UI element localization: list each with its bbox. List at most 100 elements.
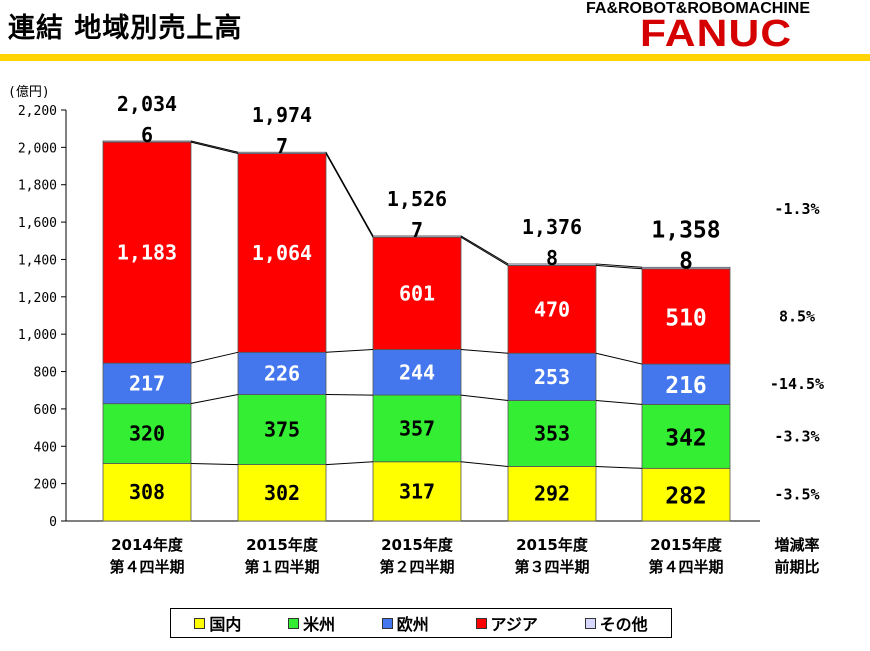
category-label: 第３四半期 [514,558,589,576]
bar-segment [102,362,192,405]
page-title: 連結 地域別売上高 [8,13,243,44]
category-label: 第１四半期 [244,558,319,576]
connector-line [325,349,374,353]
change-rate-label: -14.5% [770,375,824,393]
y-tick-label: 1,400 [18,253,57,268]
connector-line [325,394,374,396]
bar-segment [507,352,597,401]
fanuc-logo: FANUC [640,13,793,55]
bar-segment [641,467,731,522]
segment-value-label: 217 [129,371,165,395]
connector-line [325,151,374,237]
segment-value-label: 601 [399,281,435,305]
connector-line [460,349,509,354]
y-tick-label: 200 [34,478,57,493]
bar-segment [237,394,327,465]
bar-segment [507,400,597,467]
segment-value-label: 226 [264,361,300,385]
bar-segment [102,403,192,464]
y-tick-label: 1,000 [18,328,57,343]
legend-label: アジア [490,615,538,634]
category-label: 2014年度 [111,536,184,554]
segment-value-label: 216 [665,373,707,399]
segment-value-label: 282 [665,484,707,510]
connector-line [595,264,643,270]
y-tick-label: 2,200 [18,104,57,119]
change-rate-header: 増減率 [774,536,819,554]
legend-item: 米州 [288,611,335,635]
connector-line [190,141,239,155]
y-tick-label: 400 [34,440,57,455]
change-rate-label: 8.5% [779,307,815,325]
segment-value-label: 317 [399,479,435,503]
legend-label: その他 [599,615,648,634]
bar-segment [507,466,597,522]
category-label: 2015年度 [516,536,589,554]
bar-segment [372,461,462,522]
other-value-label: 8 [679,248,693,274]
legend-label: 米州 [303,615,336,634]
y-tick-label: 2,000 [18,141,57,156]
bar-segment [641,266,731,270]
total-value-label: 2,034 [117,92,177,116]
change-rate-header: 前期比 [774,558,819,576]
connector-line [460,394,509,401]
y-tick-label: 1,800 [18,179,57,194]
connector-line [190,462,239,466]
bar-segment [641,404,731,469]
bar-segment [237,153,327,353]
legend-swatch [475,617,487,629]
brand-tagline: FA&ROBOT&ROBOMACHINE [586,0,810,17]
category-label: 2015年度 [650,536,723,554]
legend-item: アジア [475,611,538,635]
connector-line [325,461,374,466]
segment-value-label: 357 [399,416,435,440]
legend-label: 国内 [209,615,242,634]
segment-value-label: 1,183 [117,241,177,265]
category-label: 2015年度 [246,536,319,554]
segment-value-label: 510 [665,305,707,331]
segment-value-label: 353 [534,421,570,445]
category-label: 第２四半期 [379,558,454,576]
bar-segment [507,263,597,266]
segment-value-label: 302 [264,481,300,505]
total-value-label: 1,376 [522,215,582,239]
connector-line [190,394,239,405]
connector-line [460,236,509,266]
connector-line [460,461,509,467]
connector-line [595,465,643,469]
other-value-label: 8 [546,246,558,270]
y-tick-label: 1,200 [18,291,57,306]
legend-item: 国内 [194,611,241,635]
connector-line [595,352,643,365]
connector-line [595,400,643,405]
segment-value-label: 1,064 [252,241,312,265]
legend-swatch [194,617,206,629]
change-rate-total: -1.3% [774,200,819,218]
bar-segment [641,268,731,365]
category-label: 第４四半期 [109,558,184,576]
total-value-label: 1,358 [651,217,720,243]
segment-value-label: 253 [534,365,570,389]
chart-legend: 国内 米州 欧州 アジア その他 [170,608,672,638]
legend-item: 欧州 [381,611,429,635]
legend-swatch [381,617,393,629]
bar-segment [102,140,192,143]
segment-value-label: 375 [264,418,300,442]
segment-value-label: 308 [129,480,165,504]
connector-line [190,140,239,153]
category-label: 2015年度 [381,536,454,554]
total-value-label: 1,526 [387,187,447,211]
bar-segment [507,265,597,354]
other-value-label: 7 [276,134,288,158]
stacked-bar-chart: (億円) 0 200 400 600 800 1,000 1,200 1,400 1,600 1,8… [8,84,824,576]
segment-value-label: 470 [534,297,570,321]
bar-segment [102,463,192,522]
segment-value-label: 292 [534,482,570,506]
category-label: 第４四半期 [648,558,723,576]
y-axis-unit-label: (億円) [8,84,50,100]
change-rate-label: -3.3% [774,427,819,445]
other-value-label: 7 [411,218,423,242]
segment-value-label: 244 [399,360,435,384]
legend-swatch [584,617,596,629]
